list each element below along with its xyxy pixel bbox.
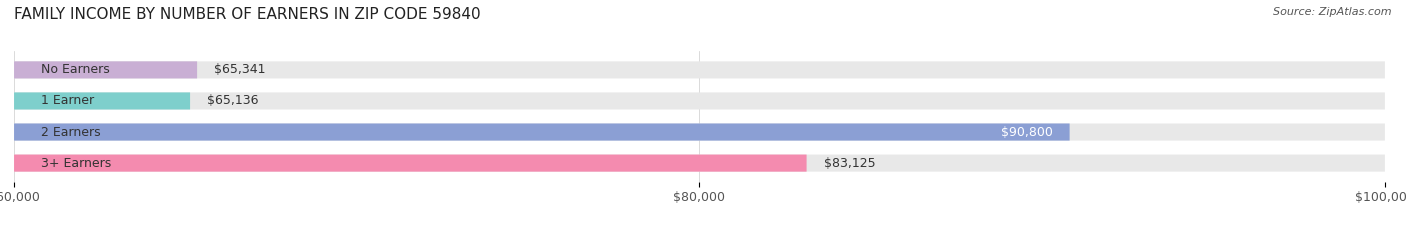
Text: $83,125: $83,125: [824, 157, 876, 170]
FancyBboxPatch shape: [14, 93, 1385, 110]
FancyBboxPatch shape: [14, 154, 807, 172]
FancyBboxPatch shape: [14, 154, 1385, 172]
Text: FAMILY INCOME BY NUMBER OF EARNERS IN ZIP CODE 59840: FAMILY INCOME BY NUMBER OF EARNERS IN ZI…: [14, 7, 481, 22]
FancyBboxPatch shape: [14, 123, 1070, 140]
Text: 3+ Earners: 3+ Earners: [41, 157, 111, 170]
FancyBboxPatch shape: [14, 61, 197, 79]
Text: Source: ZipAtlas.com: Source: ZipAtlas.com: [1274, 7, 1392, 17]
Text: 1 Earner: 1 Earner: [41, 94, 94, 107]
Text: $65,341: $65,341: [214, 63, 266, 76]
Text: $65,136: $65,136: [207, 94, 259, 107]
Text: No Earners: No Earners: [41, 63, 110, 76]
FancyBboxPatch shape: [14, 93, 190, 110]
FancyBboxPatch shape: [14, 61, 1385, 79]
FancyBboxPatch shape: [14, 123, 1385, 140]
Text: $90,800: $90,800: [1001, 126, 1053, 139]
Text: 2 Earners: 2 Earners: [41, 126, 101, 139]
